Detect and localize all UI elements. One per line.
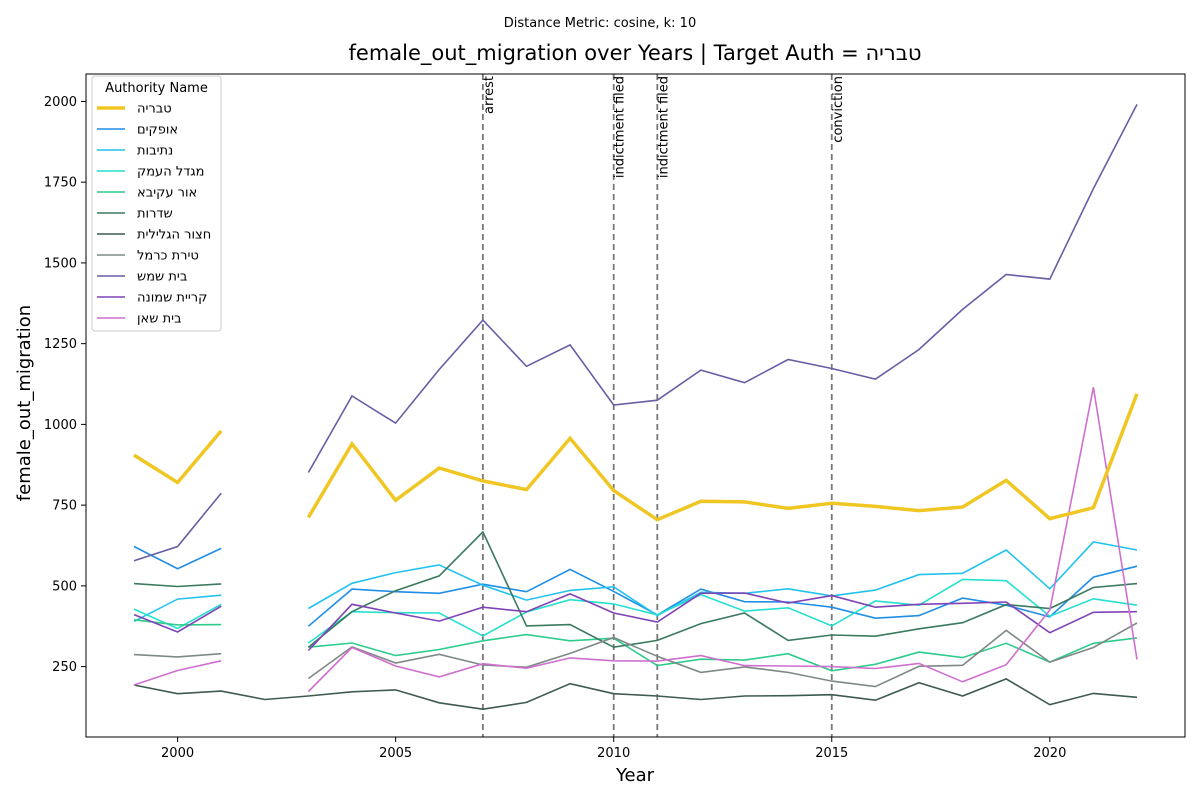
- legend: Authority Name טבריה אופקים נתיבות מגדל העמק…: [91, 75, 222, 332]
- legend-entry: נתיבות: [137, 144, 173, 159]
- series-lines: [133, 104, 1139, 711]
- legend-entry: שדרות: [137, 207, 173, 222]
- y-tick-label: 500: [52, 579, 77, 594]
- event-label: indictment filed: [613, 76, 628, 178]
- legend-entry: טבריה: [137, 102, 172, 117]
- series-line: [133, 578, 1138, 644]
- event-label: indictment filed: [656, 76, 671, 178]
- legend-entry: בית שמש: [137, 270, 187, 285]
- y-tick-label: 750: [52, 499, 77, 514]
- y-axis-title: female_out_migration: [14, 305, 35, 501]
- legend-box: [91, 75, 222, 332]
- plot-frame: [85, 73, 1186, 738]
- legend-entry: חצור הגלילית: [137, 228, 211, 243]
- y-tick-label: 250: [52, 660, 77, 675]
- chart-title: female_out_migration over Years | Target…: [349, 41, 922, 66]
- series-line: [133, 678, 1138, 711]
- series-line: [133, 619, 1138, 672]
- legend-entry: קריית שמונה: [137, 291, 207, 306]
- y-tick-label: 1750: [44, 176, 77, 191]
- y-tick-label: 2000: [44, 95, 77, 110]
- series-line: [133, 545, 1138, 627]
- x-tick-label: 2000: [161, 746, 194, 761]
- x-tick-label: 2020: [1033, 746, 1066, 761]
- series-line: [133, 387, 1138, 693]
- series-line: [133, 530, 1138, 649]
- legend-entry: אופקים: [137, 123, 178, 138]
- legend-title: Authority Name: [105, 81, 208, 96]
- legend-entry: טירת כרמל: [137, 249, 199, 264]
- x-axis: 2000 2005 2010 2015 2020: [161, 737, 1066, 761]
- series-line: [133, 592, 1138, 652]
- y-tick-label: 1250: [44, 337, 77, 352]
- series-line: [133, 393, 1139, 522]
- y-tick-label: 1000: [44, 418, 77, 433]
- series-line: [133, 104, 1138, 562]
- y-axis: 250 500 750 1000 1250 1500 1750 2000: [44, 95, 86, 675]
- event-label: conviction: [831, 76, 846, 143]
- legend-entry: מגדל העמק: [137, 165, 205, 180]
- x-axis-title: Year: [615, 765, 655, 786]
- legend-entry: אור עקיבא: [137, 186, 197, 201]
- event-label: arrest: [482, 76, 497, 114]
- x-tick-label: 2010: [597, 746, 630, 761]
- chart-suptitle: Distance Metric: cosine, k: 10: [504, 16, 696, 31]
- x-tick-label: 2005: [379, 746, 412, 761]
- x-tick-label: 2015: [815, 746, 848, 761]
- legend-entry: בית שאן: [137, 312, 182, 327]
- series-line: [133, 622, 1138, 688]
- y-tick-label: 1500: [44, 256, 77, 271]
